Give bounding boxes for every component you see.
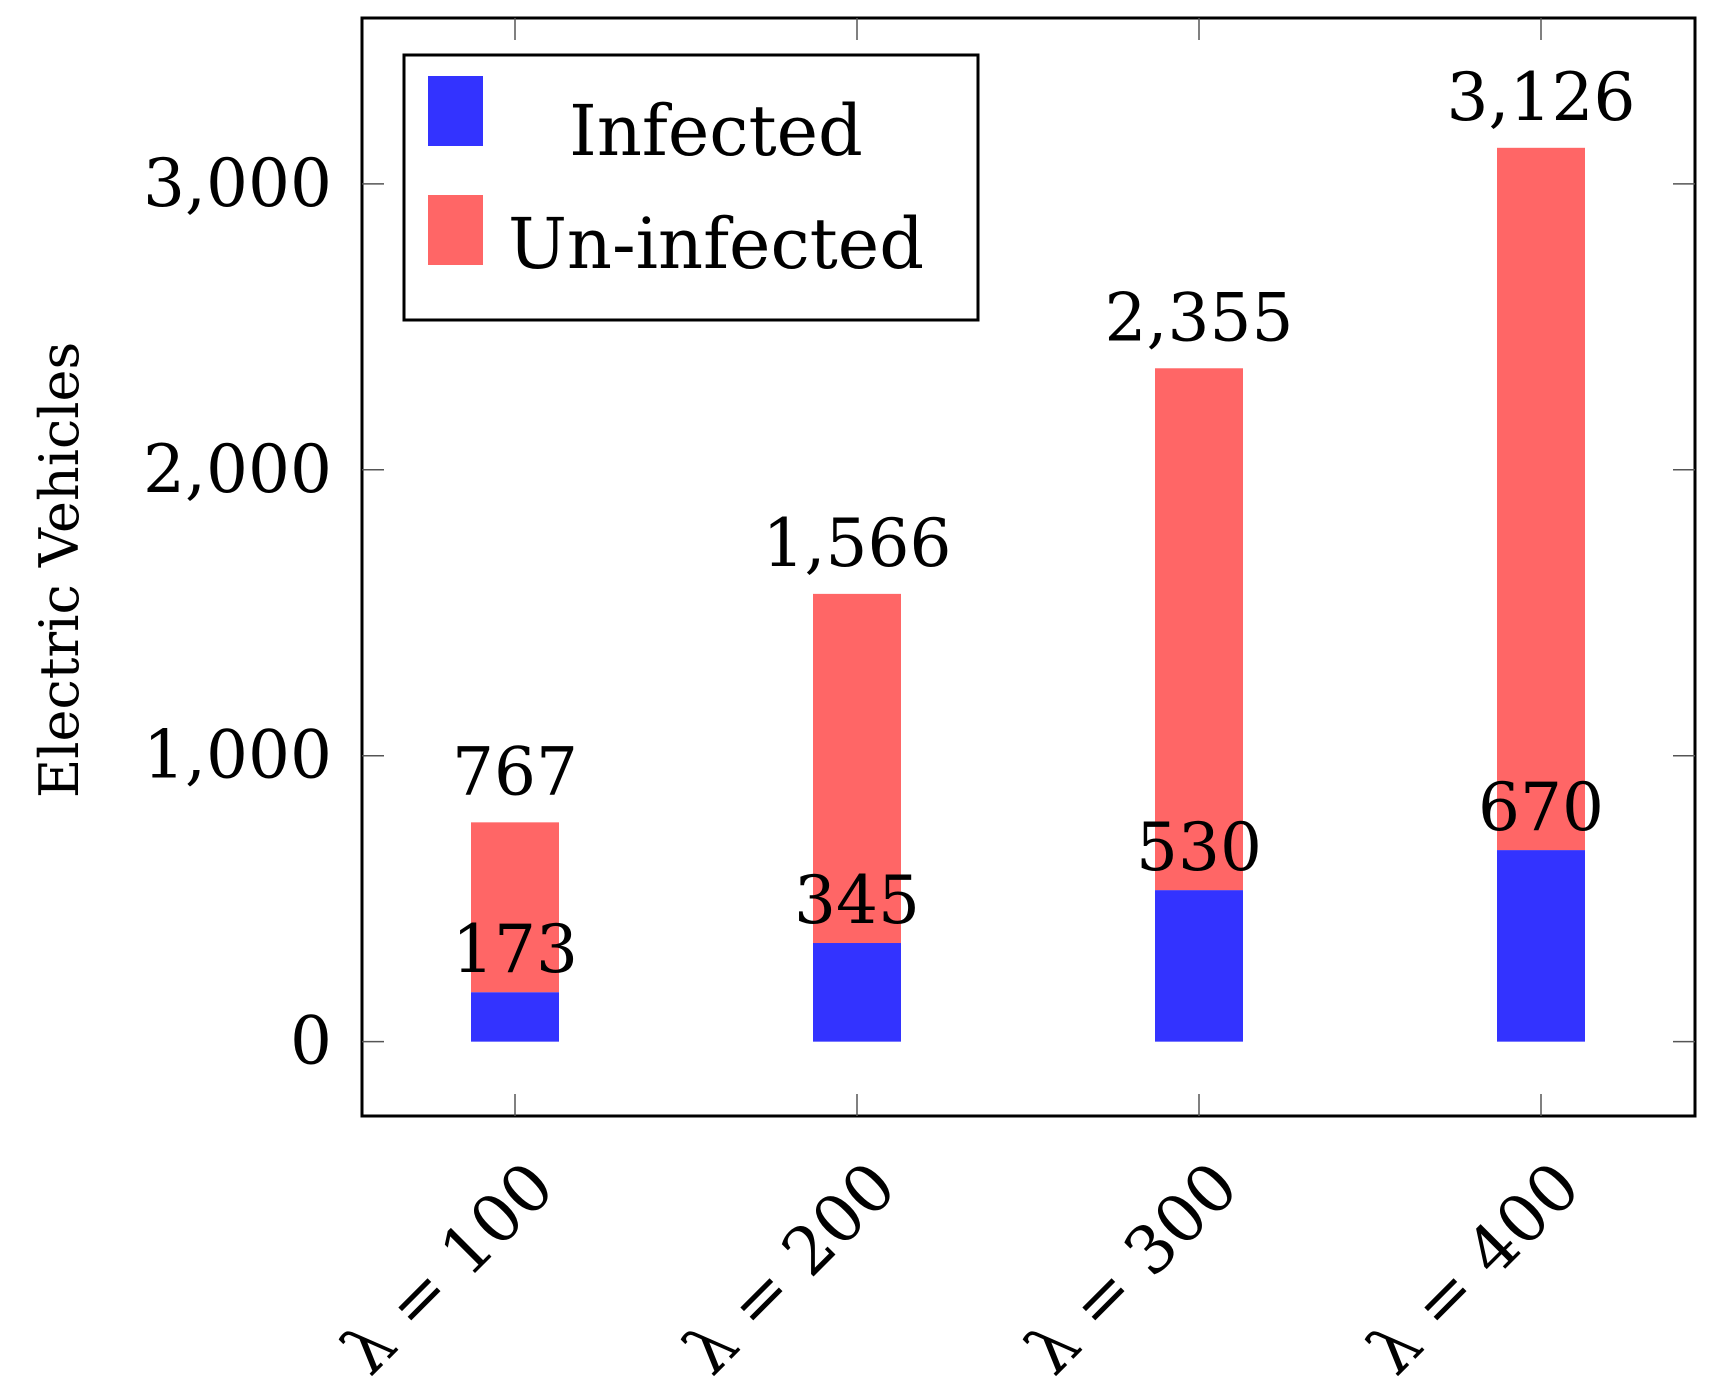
x-tick-label: λ = 100 [327, 1147, 569, 1379]
legend-box [402, 53, 980, 322]
bar-infected-3 [1155, 890, 1243, 1042]
legend-swatch-infected [428, 76, 483, 146]
legend: Infected Un-infected [402, 53, 980, 322]
data-label-infected: 670 [1478, 769, 1604, 846]
bar-infected-2 [813, 943, 901, 1042]
bar-un-infected-2 [813, 593, 901, 944]
data-label-total: 1,566 [763, 505, 952, 582]
data-label-infected: 530 [1136, 809, 1262, 886]
x-tick-label: λ = 200 [669, 1147, 911, 1379]
data-label-infected: 345 [794, 862, 920, 939]
data-label-infected: 173 [452, 911, 578, 988]
bar-infected-4 [1497, 850, 1585, 1042]
data-label-total: 3,126 [1447, 59, 1636, 136]
x-tick-label: λ = 400 [1353, 1147, 1595, 1379]
bar-un-infected-3 [1155, 368, 1243, 891]
y-tick-label: 2,000 [143, 431, 332, 508]
y-tick-label: 3,000 [143, 145, 332, 222]
bar-un-infected-1 [471, 822, 559, 993]
bar-infected-1 [471, 992, 559, 1042]
bar-un-infected-4 [1497, 147, 1585, 851]
legend-label-un-infected: Un-infected [508, 203, 924, 285]
data-label-total: 767 [452, 733, 578, 810]
data-label-total: 2,355 [1105, 279, 1294, 356]
legend-swatch-un-infected [428, 195, 483, 265]
y-axis-title: Electric Vehicles [28, 342, 91, 798]
y-tick-label: 0 [290, 1003, 332, 1080]
plot-area [471, 147, 1585, 1042]
legend-label-infected: Infected [569, 90, 863, 172]
data-labels: 173 767 345 1,566 530 2,355 670 3,126 [452, 59, 1635, 988]
y-tick-label: 1,000 [143, 717, 332, 794]
plot-frame [360, 16, 1697, 1118]
x-tick-label: λ = 300 [1011, 1147, 1253, 1379]
